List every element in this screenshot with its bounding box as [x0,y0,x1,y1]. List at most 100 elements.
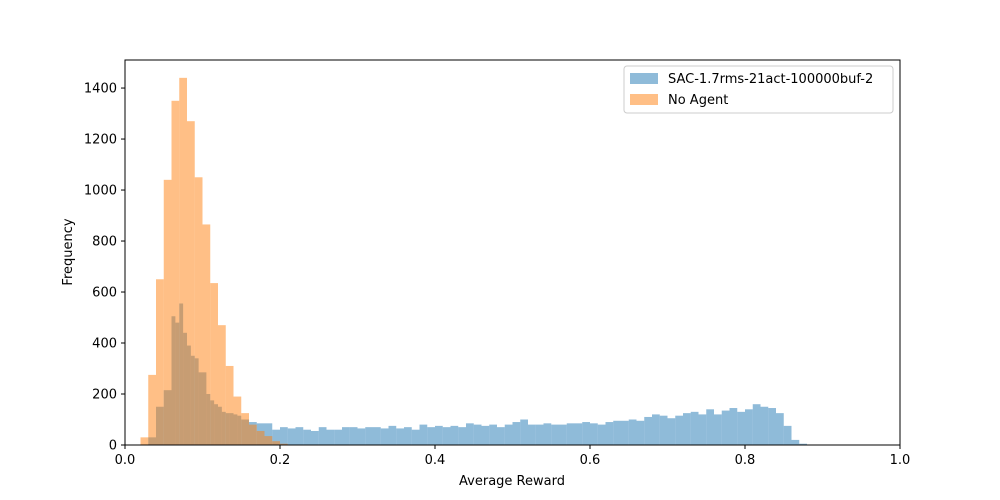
x-axis-label: Average Reward [459,474,565,489]
sac-bar [303,429,311,445]
sac-bar [652,414,660,445]
sac-bar [776,413,784,445]
x-tick-label: 0.4 [425,453,446,468]
sac-bar [714,414,722,445]
sac-bar [388,425,397,445]
sac-bar [489,424,497,445]
sac-bar [287,428,296,445]
no-agent-bar [194,177,203,445]
sac-bar [334,429,342,445]
sac-bar [760,406,769,445]
sac-bar [791,439,800,445]
sac-bar [520,419,528,445]
sac-bar [706,409,714,445]
sac-bar [613,420,621,445]
x-tick-label: 0.8 [735,453,756,468]
no-agent-bar [233,396,242,445]
sac-bar [551,424,559,445]
no-agent-bar [249,424,257,445]
sac-bar [628,419,637,445]
sac-bar [396,428,404,445]
sac-bar [504,424,513,445]
y-axis-ticks: 0 200 400 600 800 1000 1200 1400 [84,82,125,454]
sac-bar [365,427,373,445]
plot-frame [124,59,901,446]
sac-bar [667,418,676,445]
no-agent-bar [202,224,211,445]
no-agent-bar [148,374,156,445]
sac-bar [349,427,358,445]
sac-bar [535,424,544,445]
sac-bar [404,427,412,445]
legend-swatch-no-agent [630,94,658,105]
legend: SAC-1.7rms-21act-100000buf-2 No Agent [623,65,894,114]
y-tick-label: 0 [109,439,117,454]
sac-bar [280,427,288,445]
sac-bar [644,416,652,445]
sac-bar [458,427,466,445]
x-tick-label: 0.2 [270,453,291,468]
sac-bar [745,409,753,445]
legend-label-sac: SAC-1.7rms-21act-100000buf-2 [668,72,873,87]
no-agent-bar [218,325,226,445]
sac-bar [264,423,273,445]
sac-bar [473,424,482,445]
no-agent-series-bars [140,77,288,446]
sac-bar [373,427,381,445]
no-agent-bar [225,365,234,445]
sac-bar [636,420,645,445]
sac-bar [450,425,459,445]
no-agent-bar [264,436,273,445]
sac-bar [466,423,474,445]
y-tick-label: 1200 [84,133,117,148]
sac-bar [799,443,807,445]
sac-bar [295,427,304,445]
y-tick-label: 800 [92,235,117,250]
sac-bar [582,422,590,445]
sac-bar [497,427,505,445]
sac-bar [659,415,668,445]
sac-bar [690,411,699,445]
no-agent-bar [171,100,180,445]
y-tick-label: 1400 [84,82,117,97]
sac-bar [326,429,335,445]
y-tick-label: 400 [92,337,117,352]
sac-bar [574,423,583,445]
sac-bar [768,408,776,445]
sac-bar [342,427,350,445]
x-tick-label: 0.0 [115,453,136,468]
sac-bar [683,413,691,445]
sac-bar [411,429,420,445]
y-tick-label: 600 [92,286,117,301]
sac-bar [272,429,280,445]
sac-bar [752,404,761,445]
sac-bar [566,423,575,445]
legend-swatch-sac [630,73,658,84]
no-agent-bar [256,430,265,445]
no-agent-bar [272,441,280,445]
legend-label-no-agent: No Agent [668,93,728,108]
sac-bar [419,424,428,445]
sac-bar [311,430,319,445]
no-agent-bar [241,413,249,445]
sac-bar [698,414,707,445]
legend-box [623,65,894,114]
no-agent-bar [156,279,164,445]
x-axis-ticks: 0.0 0.2 0.4 0.6 0.8 1.0 [115,445,911,468]
no-agent-bar [280,443,288,445]
sac-bar [621,420,629,445]
y-tick-label: 1000 [84,184,117,199]
sac-bar [543,423,552,445]
sac-bar [380,428,389,445]
sac-bar [729,408,738,445]
x-tick-label: 1.0 [890,453,911,468]
sac-bar [427,427,435,445]
no-agent-bar [140,437,149,445]
sac-bar [318,427,327,445]
sac-bar [721,410,730,445]
x-tick-label: 0.6 [580,453,601,468]
sac-bar [528,424,536,445]
sac-bar [357,428,366,445]
sac-bar [481,425,490,445]
